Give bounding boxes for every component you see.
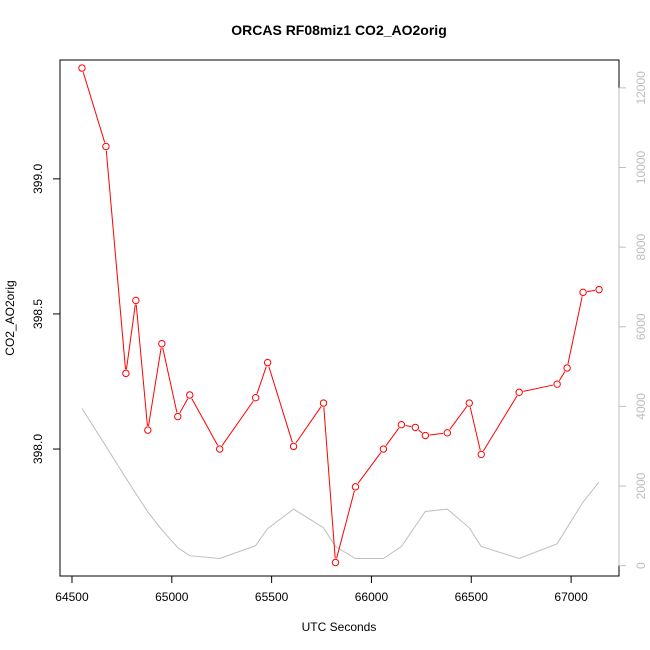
y-axis-left: 398.0 398.5 399.0 bbox=[31, 164, 61, 464]
primary-series bbox=[78, 64, 603, 567]
data-point bbox=[216, 445, 224, 453]
data-point bbox=[78, 64, 86, 72]
data-point bbox=[158, 339, 166, 348]
x-axis-tick-label: 64500 bbox=[55, 590, 89, 604]
y-axis-right: 0 2000 4000 6000 8000 10000 12000 bbox=[618, 71, 648, 569]
y-axis-left-tick-label: 399.0 bbox=[31, 164, 45, 194]
y-axis-right-tick-label: 2000 bbox=[634, 472, 648, 499]
primary-series-segment bbox=[385, 427, 400, 446]
y-axis-right-tick-label: 0 bbox=[634, 562, 648, 569]
data-point bbox=[443, 429, 452, 437]
primary-series-segment bbox=[483, 395, 518, 452]
data-point bbox=[465, 399, 473, 407]
x-axis-tick-label: 65000 bbox=[155, 590, 189, 604]
y-axis-right-tick-label: 4000 bbox=[634, 393, 648, 420]
data-point bbox=[132, 296, 140, 305]
secondary-series-line bbox=[81, 408, 600, 560]
primary-series-segment bbox=[268, 366, 293, 443]
y-axis-left-tick-label: 398.0 bbox=[31, 434, 45, 464]
data-point bbox=[553, 380, 561, 388]
x-axis-tick-label: 67000 bbox=[554, 590, 588, 604]
primary-series-segment bbox=[82, 71, 106, 143]
data-point bbox=[331, 558, 340, 567]
y-axis-right-tick-label: 6000 bbox=[634, 313, 648, 340]
primary-series-segment bbox=[405, 425, 412, 428]
primary-series-segment bbox=[587, 289, 595, 293]
y-axis-right-tick-label: 12000 bbox=[634, 71, 648, 105]
primary-series-segment bbox=[135, 304, 148, 426]
primary-series-segment bbox=[221, 400, 254, 446]
data-point bbox=[379, 445, 388, 453]
data-point bbox=[186, 391, 194, 399]
data-point bbox=[289, 442, 298, 451]
y-axis-label: CO2_AO2orig bbox=[3, 280, 17, 355]
primary-series-segment bbox=[449, 406, 468, 430]
data-point bbox=[477, 450, 485, 459]
primary-series-segment bbox=[558, 371, 566, 381]
primary-series-segment bbox=[191, 398, 219, 446]
x-axis-tick-label: 65500 bbox=[255, 590, 289, 604]
x-axis-tick-label: 66000 bbox=[355, 590, 389, 604]
data-point bbox=[174, 412, 182, 421]
data-point bbox=[263, 358, 272, 367]
chart-title: ORCAS RF08miz1 CO2_AO2orig bbox=[231, 22, 447, 38]
y-axis-right-tick-label: 8000 bbox=[634, 233, 648, 260]
primary-series-segment bbox=[418, 429, 423, 434]
x-axis-label: UTC Seconds bbox=[302, 620, 377, 634]
x-axis-tick-label: 66500 bbox=[455, 590, 489, 604]
data-point bbox=[319, 399, 328, 407]
data-point bbox=[397, 421, 406, 429]
data-point bbox=[515, 388, 523, 396]
plot-area-border bbox=[59, 59, 620, 577]
primary-series-segment bbox=[148, 347, 162, 427]
data-point bbox=[144, 426, 152, 434]
primary-series-segment bbox=[429, 432, 444, 436]
primary-series-segment bbox=[295, 406, 322, 444]
data-point bbox=[351, 483, 360, 491]
primary-series-segment bbox=[256, 366, 267, 394]
primary-series-segment bbox=[179, 398, 189, 414]
primary-series-segment bbox=[523, 384, 554, 392]
primary-series-segment bbox=[162, 347, 178, 413]
data-point bbox=[102, 142, 110, 151]
data-point bbox=[122, 369, 130, 378]
primary-series-segment bbox=[567, 296, 583, 364]
data-point bbox=[595, 285, 603, 294]
x-axis: 64500 65000 65500 66000 66500 67000 bbox=[55, 575, 588, 604]
primary-series-segment bbox=[469, 407, 481, 451]
data-point bbox=[411, 423, 420, 432]
primary-series-segment bbox=[357, 452, 382, 484]
secondary-series-path bbox=[81, 408, 600, 560]
data-point bbox=[579, 288, 587, 297]
y-axis-right-tick-label: 10000 bbox=[634, 150, 648, 184]
y-axis-left-tick-label: 398.5 bbox=[31, 299, 45, 329]
primary-series-segment bbox=[105, 150, 127, 370]
primary-series-segment bbox=[323, 407, 336, 559]
data-point bbox=[251, 393, 260, 402]
data-point bbox=[563, 364, 571, 372]
primary-series-segment bbox=[125, 304, 136, 370]
primary-series-segment bbox=[336, 490, 355, 559]
data-point bbox=[421, 431, 430, 440]
